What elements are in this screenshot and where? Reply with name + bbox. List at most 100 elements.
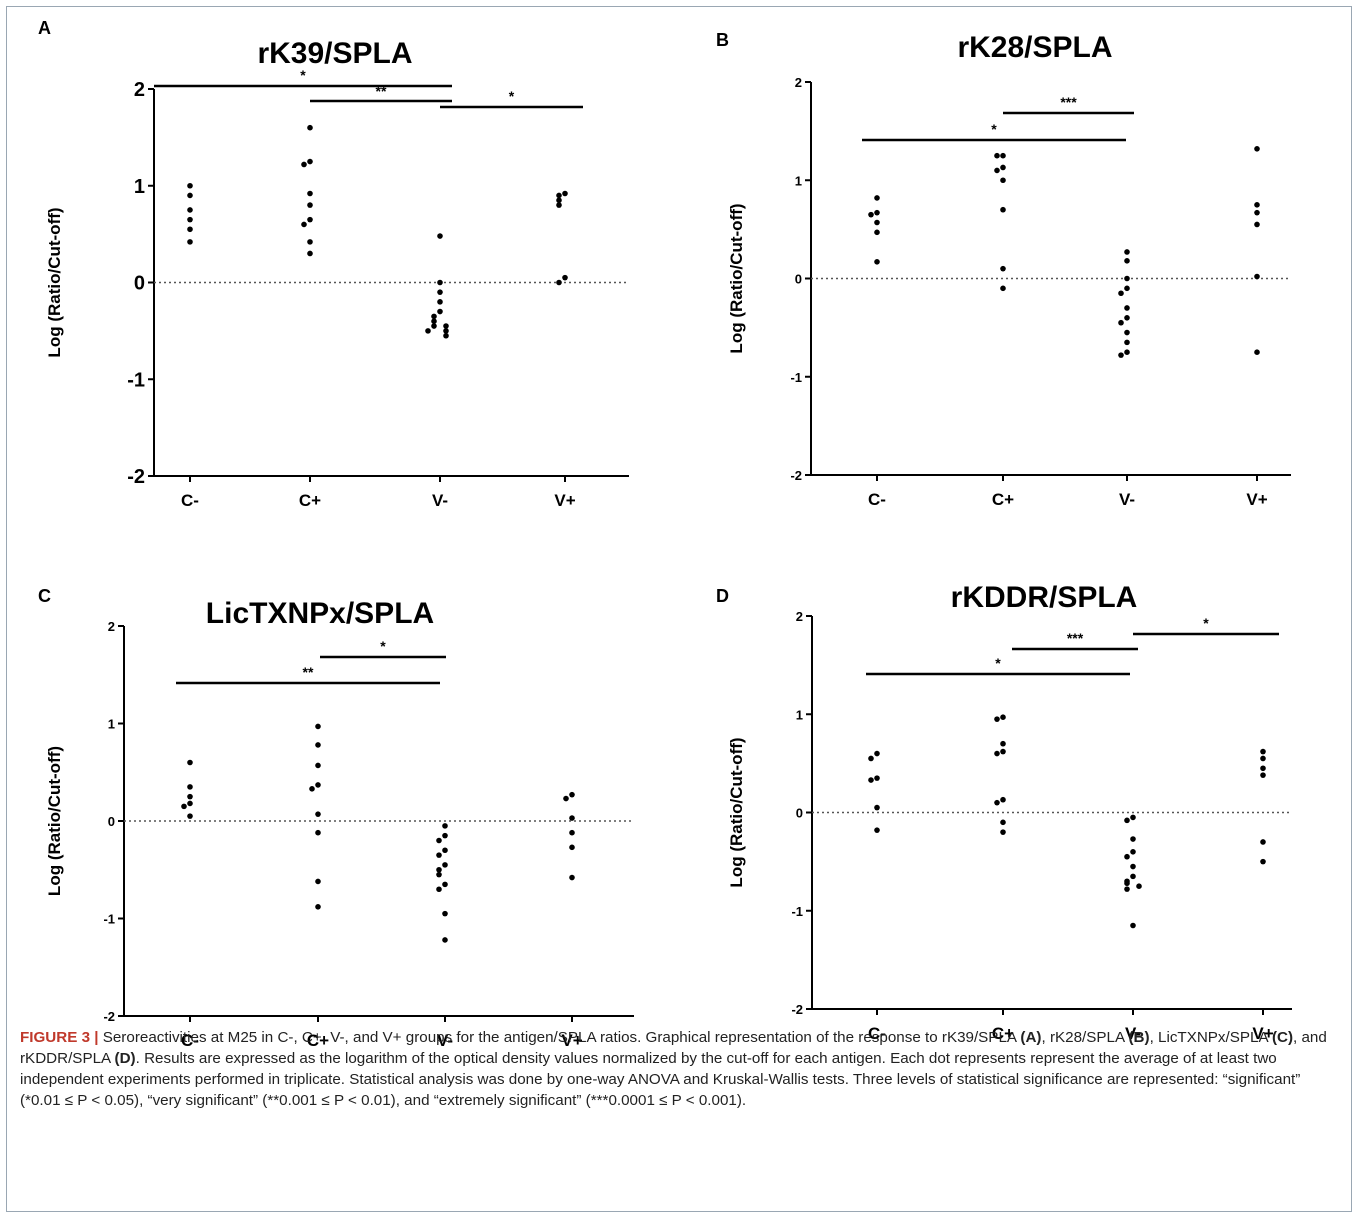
panel-c-data-point	[436, 886, 442, 893]
panel-a-data-point	[562, 190, 568, 197]
panel-c-data-point	[436, 837, 442, 844]
panel-c-data-point	[442, 937, 448, 943]
panel-b-data-point	[874, 229, 880, 236]
panel-d-x-tick-label: V-	[1125, 1024, 1141, 1043]
panel-a-title: rK39/SPLA	[257, 37, 412, 70]
panel-d-data-point	[874, 750, 880, 757]
panel-c-group: LicTXNPx/SPLA -2 -1 0 1 2 Log (Ratio/Cut-off) C…	[45, 597, 634, 1050]
panel-b-data-point	[1124, 249, 1130, 255]
panel-d-data-point	[1124, 880, 1130, 887]
panel-letter-b: B	[716, 30, 729, 50]
panel-b-data-point	[874, 209, 880, 216]
panel-a-significance-label: *	[300, 67, 306, 83]
panel-a-group: rK39/SPLA -2 -1 0 1 2 Log (Ratio/Cut-off) C- C+ V…	[45, 37, 629, 510]
panel-a-data-point	[307, 250, 313, 257]
panel-c-y-tick-label: -2	[103, 1009, 115, 1024]
panel-c-data-point	[569, 815, 575, 821]
panel-b-data-point	[1254, 146, 1260, 152]
panel-c-x-tick-label: V-	[437, 1031, 453, 1050]
panel-a-x-tick-label: V+	[554, 491, 575, 510]
panel-c-data-point	[187, 793, 193, 800]
panel-c-x-tick-label: C-	[181, 1031, 199, 1050]
panel-b-data-point	[1124, 315, 1130, 321]
panel-d-data-point	[1124, 886, 1130, 892]
caption-ref-c: (C)	[1271, 1029, 1294, 1046]
panel-c-data-point	[436, 866, 442, 873]
panel-a-data-point	[187, 192, 193, 199]
panel-b-data-point	[874, 219, 880, 226]
panel-a-y-tick-label: 1	[134, 176, 145, 198]
caption-text-5: . Results are expressed as the logarithm…	[20, 1050, 1301, 1109]
panel-letter-d: D	[716, 586, 729, 606]
panel-a-data-point	[187, 216, 193, 223]
panel-d-significance-label: *	[995, 655, 1001, 671]
figure-frame	[6, 6, 1352, 1212]
panel-c-data-point	[315, 829, 321, 836]
panel-a-data-point	[307, 216, 313, 223]
panel-d-data-point	[994, 750, 1000, 757]
panel-b-data-point	[1254, 209, 1260, 216]
panel-d-data-point	[1000, 740, 1006, 747]
panel-d-data-point	[1000, 748, 1006, 755]
panel-d-data-point	[1000, 829, 1006, 835]
panel-a-y-label: Log (Ratio/Cut-off)	[45, 207, 64, 357]
caption-ref-b: (B)	[1128, 1029, 1150, 1046]
panel-c-data-point	[569, 829, 575, 836]
panel-c-x-tick-label: C+	[307, 1031, 329, 1050]
panel-a-data-point	[443, 332, 449, 339]
panel-d-data-point	[1260, 765, 1266, 772]
panel-b-data-point	[1000, 152, 1006, 159]
panel-a-x-tick-label: V-	[432, 491, 448, 510]
panel-b-data-point	[1254, 221, 1260, 228]
panel-d-y-tick-label: 0	[796, 806, 803, 821]
panel-c-significance-label: *	[380, 638, 386, 654]
panel-c-data-point	[187, 813, 193, 819]
panel-c-data-point	[315, 762, 321, 769]
panel-a-data-point	[437, 289, 443, 295]
panel-a-data-point	[443, 328, 449, 334]
panel-d-x-tick-label: C-	[868, 1024, 886, 1043]
panel-b-data-point	[1000, 177, 1006, 184]
panel-b-x-tick-label: C-	[868, 490, 886, 509]
caption-text-2: , rK28/SPLA	[1041, 1029, 1129, 1046]
panel-b-data-point	[1124, 349, 1130, 355]
panel-d-title: rKDDR/SPLA	[951, 581, 1138, 614]
panel-b-data-point	[1118, 290, 1124, 297]
panel-c-data-point	[181, 803, 187, 810]
panel-a-data-point	[431, 323, 437, 329]
panel-b-data-point	[1254, 202, 1260, 208]
panel-c-data-point	[442, 832, 448, 839]
panel-a-data-point	[187, 207, 193, 213]
panel-d-significance-label: ***	[1067, 630, 1084, 646]
panel-a-y-tick-label: 2	[134, 79, 145, 101]
panel-c-data-point	[315, 811, 321, 817]
panel-b-y-tick-label: 1	[795, 173, 802, 188]
panel-a-data-point	[431, 313, 437, 320]
panel-a-data-point	[187, 239, 193, 245]
panel-d-x-tick-label: V+	[1252, 1024, 1273, 1043]
panel-d-y-tick-label: 1	[796, 707, 803, 722]
panel-a-data-point	[301, 161, 307, 168]
panel-d-data-point	[1000, 714, 1006, 720]
panel-d-y-label: Log (Ratio/Cut-off)	[727, 737, 746, 887]
panel-a-data-point	[307, 190, 313, 197]
panel-b-data-point	[1254, 349, 1260, 355]
panel-b-data-point	[868, 211, 874, 218]
panel-b-x-tick-label: V-	[1119, 490, 1135, 509]
panel-b-data-point	[994, 152, 1000, 159]
panel-c-data-point	[187, 759, 193, 766]
panel-b-data-point	[874, 195, 880, 201]
panel-c-y-tick-label: -1	[103, 912, 115, 927]
panel-d-data-point	[1260, 772, 1266, 778]
panel-a-data-point	[437, 299, 443, 305]
panel-b-y-tick-label: -1	[790, 370, 802, 385]
panel-d-x-tick-label: C+	[992, 1024, 1014, 1043]
panel-b-data-point	[1000, 285, 1006, 292]
panel-a-data-point	[307, 239, 313, 245]
caption-ref-a: (A)	[1020, 1029, 1042, 1046]
panel-d-data-point	[1260, 839, 1266, 845]
panel-a-data-point	[556, 279, 562, 286]
panel-d-data-point	[1130, 849, 1136, 855]
panel-d-data-point	[868, 755, 874, 762]
